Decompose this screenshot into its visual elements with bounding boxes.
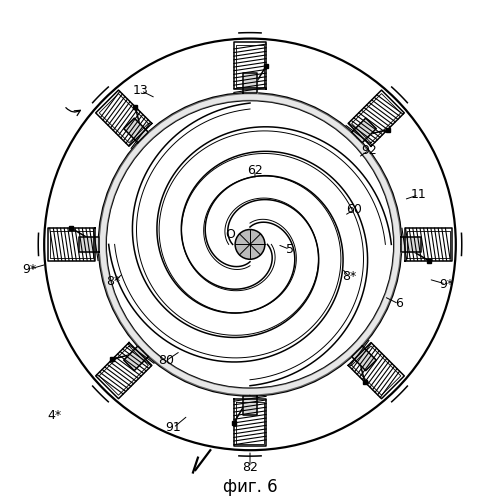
Polygon shape [79, 237, 98, 252]
Text: 82: 82 [242, 461, 258, 474]
Text: 8*: 8* [342, 270, 356, 283]
Polygon shape [98, 93, 402, 396]
Text: 5: 5 [286, 243, 294, 256]
Text: 60: 60 [346, 203, 362, 216]
Polygon shape [242, 74, 258, 93]
Text: 9*: 9* [22, 262, 36, 276]
Text: 9*: 9* [439, 278, 453, 290]
Polygon shape [242, 396, 258, 415]
Polygon shape [402, 237, 421, 252]
Text: 6: 6 [395, 298, 402, 310]
Polygon shape [352, 346, 376, 370]
Text: фиг. 6: фиг. 6 [222, 478, 278, 496]
Polygon shape [352, 118, 376, 142]
Text: 11: 11 [410, 188, 426, 202]
Text: 92: 92 [361, 144, 377, 156]
Polygon shape [124, 346, 148, 370]
Circle shape [235, 230, 265, 260]
Text: 13: 13 [133, 84, 149, 97]
Text: 80: 80 [158, 354, 174, 368]
Text: 91: 91 [166, 422, 181, 434]
Text: 62: 62 [247, 164, 263, 176]
Text: O: O [225, 228, 235, 241]
Text: 4*: 4* [47, 409, 61, 422]
Text: 8*: 8* [106, 275, 120, 288]
Polygon shape [124, 118, 148, 142]
